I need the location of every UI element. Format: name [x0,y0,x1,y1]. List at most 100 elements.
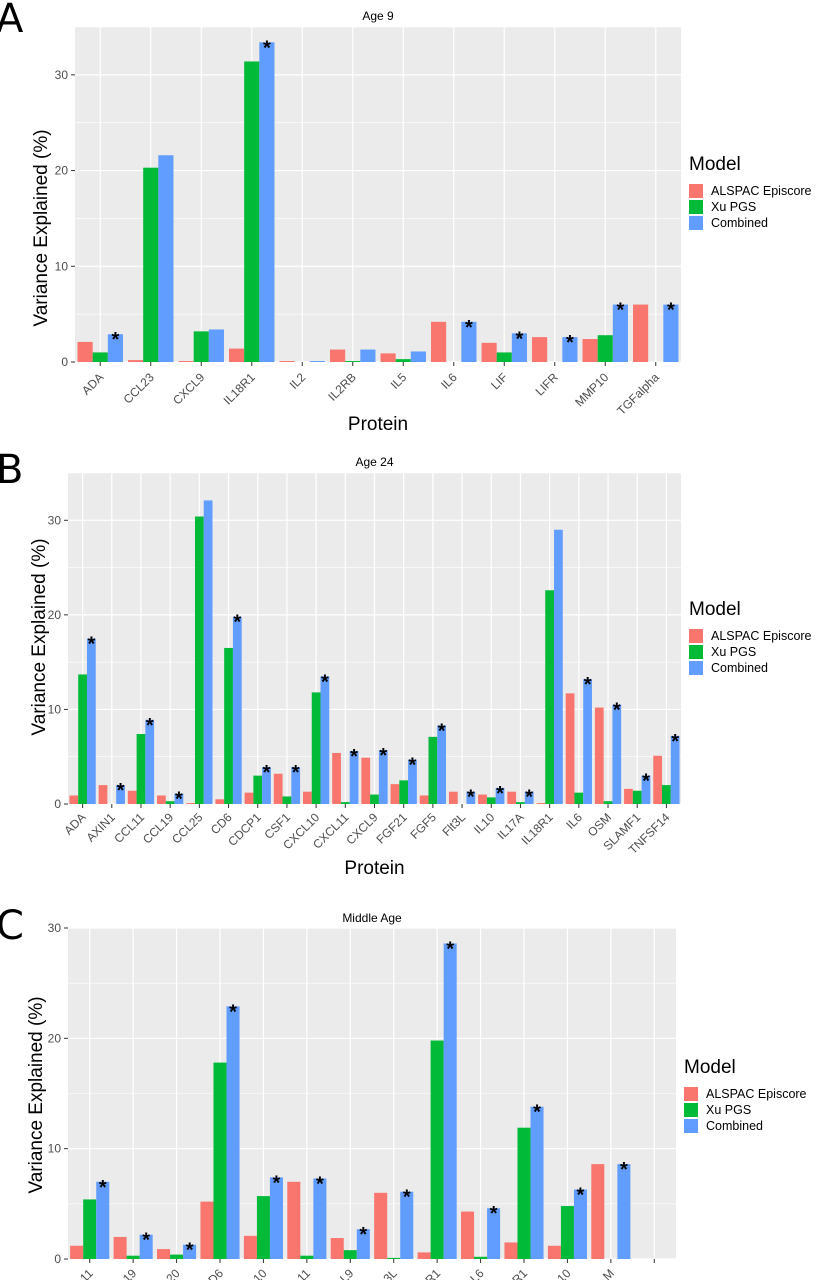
bar-alspac-episcore [582,339,598,362]
y-tick-label: 20 [48,608,62,622]
x-tick-label: TGFalpha [614,370,662,418]
bar-alspac-episcore [448,791,458,804]
bar-combined [466,791,476,804]
legend-label: Combined [711,216,768,230]
bar-alspac-episcore [244,792,254,804]
bar-xu-pgs [387,1257,401,1259]
bar-combined [309,361,325,362]
x-tick-label: IL2RB [325,370,358,403]
legend-label: Xu PGS [711,200,756,214]
bar-alspac-episcore [157,1249,171,1259]
x-tick-label: CCL19 [140,810,177,847]
legend-label: Combined [711,661,768,675]
significance-star: * [350,746,358,768]
bar-combined [612,304,628,362]
bar-xu-pgs [126,1255,140,1259]
bar-combined [145,719,155,804]
significance-star: * [263,762,271,784]
legend-swatch [684,1087,698,1101]
bar-alspac-episcore [374,1192,388,1259]
y-tick-label: 0 [61,355,68,369]
legend-label: ALSPAC Episcore [706,1087,807,1101]
bar-xu-pgs [545,590,555,804]
bar-alspac-episcore [302,791,312,804]
x-tick-label: 10 [554,1266,574,1280]
y-tick-label: 30 [55,68,69,82]
bar-alspac-episcore [361,757,371,804]
significance-star: * [117,780,125,802]
bar-combined [524,791,534,804]
panel-letter: C [0,903,24,949]
x-tick-label: Flt3L [439,810,468,839]
legend-swatch [689,200,703,214]
bar-combined [116,785,125,804]
significance-star: * [577,1184,585,1206]
legend: Model ALSPAC Episcore Xu PGS Combined [689,599,812,675]
bar-alspac-episcore [77,341,93,362]
significance-star: * [359,1224,367,1246]
panel-letter: B [0,447,23,493]
significance-star: * [490,1203,498,1225]
bar-combined [320,676,330,804]
legend-swatch [689,661,703,675]
bar-combined [670,735,680,804]
bar-alspac-episcore [330,1238,344,1259]
bar-xu-pgs [311,692,321,804]
x-tick-label: L6 [467,1266,487,1280]
legend-label: Xu PGS [706,1103,751,1117]
significance-star: * [465,317,473,339]
y-tick-label: 0 [54,797,61,811]
significance-star: * [233,612,241,634]
y-tick-label: 0 [54,1252,61,1266]
bar-xu-pgs [282,796,292,804]
bar-combined [400,1191,414,1259]
bar-xu-pgs [632,790,642,804]
bar-xu-pgs [662,785,671,804]
bar-alspac-episcore [157,795,166,804]
significance-star: * [642,771,650,793]
bar-combined [349,751,359,804]
bar-alspac-episcore [390,784,400,804]
significance-star: * [112,329,120,351]
bar-combined [86,638,96,804]
bar-combined [641,775,651,804]
bar-xu-pgs [193,331,209,362]
bar-combined [96,1181,110,1259]
bar-xu-pgs [474,1256,488,1259]
bar-alspac-episcore [547,1245,561,1259]
bar-alspac-episcore [330,349,346,362]
bar-xu-pgs [78,674,87,804]
bar-alspac-episcore [478,794,487,804]
bar-alspac-episcore [287,1181,301,1259]
x-tick-label: ADA [79,370,106,397]
y-tick-label: 30 [48,513,62,527]
y-axis-title: Variance Explained (%) [31,129,52,326]
legend-label: Combined [706,1119,763,1133]
panel-letter: A [0,0,24,42]
x-tick-label: R1 [509,1266,530,1280]
x-axis-title: Protein [348,414,408,435]
x-tick-label: MMP10 [572,370,611,409]
legend: Model ALSPAC Episcore Xu PGS Combined [684,1057,807,1133]
significance-star: * [175,789,183,811]
significance-star: * [409,755,417,777]
bar-combined [511,333,527,362]
bar-xu-pgs [253,775,263,804]
y-tick-label: 20 [55,164,69,178]
bar-alspac-episcore [419,795,429,804]
bar-xu-pgs [516,802,525,804]
bar-alspac-episcore [507,791,517,804]
significance-star: * [99,1177,107,1199]
legend-swatch [689,629,703,643]
bar-combined [583,679,592,804]
bar-combined [262,767,271,804]
significance-star: * [671,731,679,753]
bar-xu-pgs [244,61,260,362]
significance-star: * [403,1187,411,1209]
significance-star: * [566,332,574,354]
significance-star: * [142,1230,150,1252]
legend-label: ALSPAC Episcore [711,629,812,643]
bar-alspac-episcore [481,342,497,362]
bar-combined [495,787,505,804]
